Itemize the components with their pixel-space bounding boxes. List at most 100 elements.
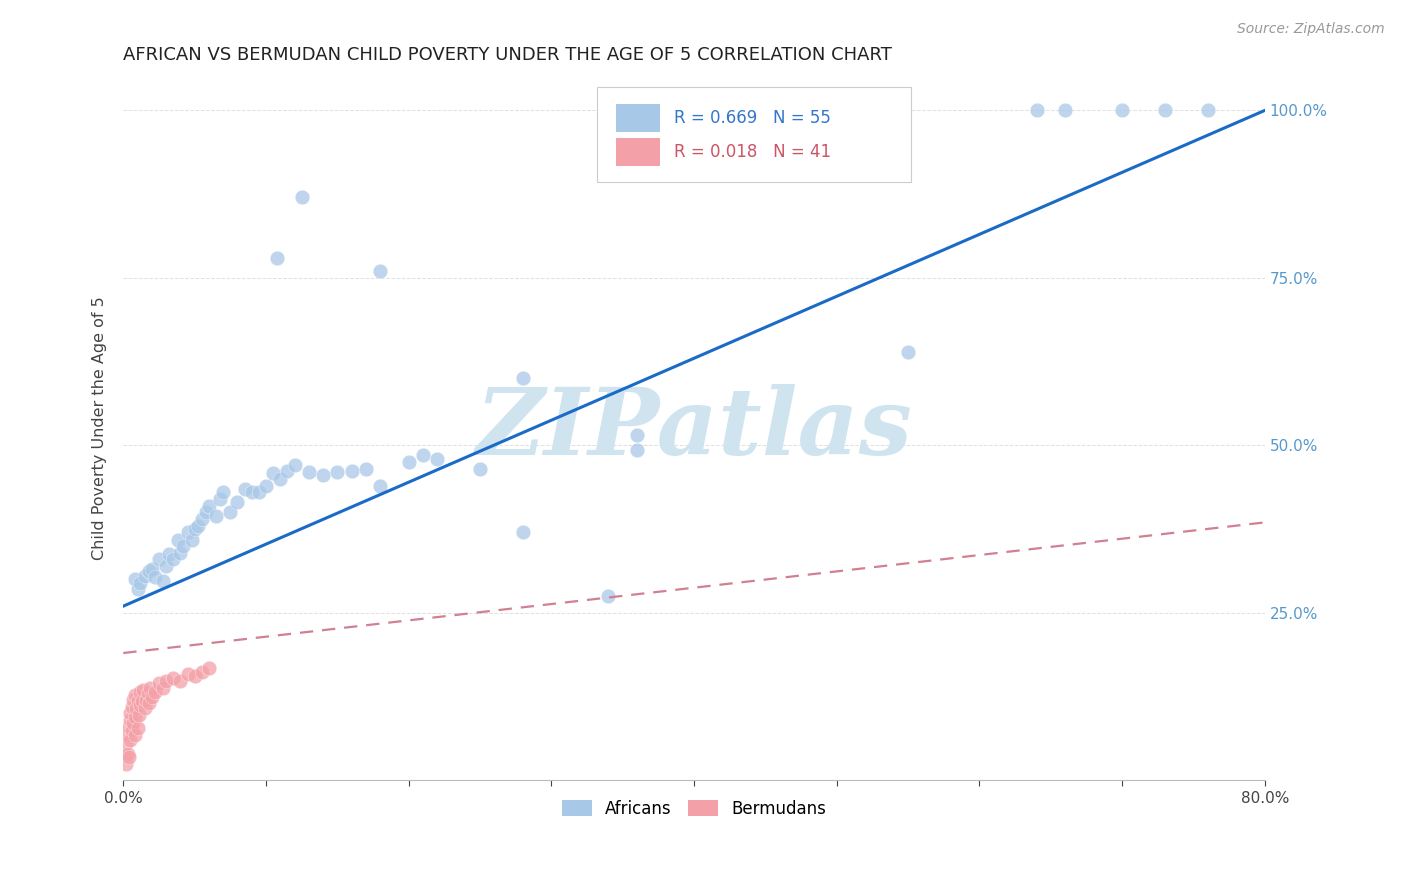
Point [626,443,648,458]
Point [129,575,152,590]
Point [121,723,143,737]
Point [120,706,142,721]
Point [129,698,152,713]
Point [269,472,291,486]
Point [298,465,321,479]
Point [233,482,256,496]
Point [117,728,139,742]
Point [212,485,235,500]
Point [134,701,156,715]
Point [166,533,188,548]
Point [138,564,160,578]
Point [122,716,145,731]
Point [135,693,157,707]
Point [162,672,184,686]
FancyBboxPatch shape [616,138,659,166]
Point [312,467,335,482]
Point [205,508,228,523]
Point [169,674,191,689]
FancyBboxPatch shape [616,103,659,132]
Text: AFRICAN VS BERMUDAN CHILD POVERTY UNDER THE AGE OF 5 CORRELATION CHART: AFRICAN VS BERMUDAN CHILD POVERTY UNDER … [124,46,893,64]
Point [512,525,534,540]
Point [412,449,434,463]
Point [138,696,160,710]
Point [127,694,149,708]
Text: ZIPatlas: ZIPatlas [475,384,912,474]
Point [326,465,349,479]
Text: R = 0.018   N = 41: R = 0.018 N = 41 [673,143,831,161]
Point [191,665,214,679]
Point [120,713,142,727]
Point [176,667,198,681]
Legend: Africans, Bermudans: Africans, Bermudans [555,793,834,825]
Point [117,747,139,761]
Point [180,533,202,548]
Point [118,749,141,764]
Point [283,458,305,473]
Point [155,558,177,573]
Point [143,570,166,584]
Point [198,499,221,513]
Point [626,428,648,442]
Point [120,733,142,747]
FancyBboxPatch shape [598,87,911,182]
Point [183,522,205,536]
Point [115,756,138,771]
Point [183,669,205,683]
Point [468,462,491,476]
Point [262,467,284,481]
Point [176,525,198,540]
Point [368,478,391,492]
Point [129,685,152,699]
Point [398,455,420,469]
Point [254,478,277,492]
Point [512,371,534,385]
Point [186,518,208,533]
Point [139,681,162,695]
Point [1197,103,1219,118]
Point [152,681,174,695]
Point [162,552,184,566]
Point [226,495,249,509]
Point [132,682,155,697]
Point [141,562,163,576]
Point [122,693,145,707]
Point [340,464,363,478]
Text: R = 0.669   N = 55: R = 0.669 N = 55 [673,109,831,127]
Point [426,451,449,466]
Point [121,699,143,714]
Point [1025,103,1047,118]
Point [291,190,314,204]
Point [368,264,391,278]
Y-axis label: Child Poverty Under the Age of 5: Child Poverty Under the Age of 5 [93,297,107,560]
Point [124,709,146,723]
Point [240,485,263,500]
Point [247,485,270,500]
Point [169,545,191,559]
Point [1111,103,1133,118]
Point [115,736,138,750]
Point [195,505,218,519]
Point [172,539,194,553]
Point [1054,103,1077,118]
Point [152,574,174,588]
Text: Source: ZipAtlas.com: Source: ZipAtlas.com [1237,22,1385,37]
Point [157,547,180,561]
Point [124,572,146,586]
Point [191,512,214,526]
Point [155,674,177,689]
Point [118,720,141,734]
Point [124,728,146,742]
Point [134,569,156,583]
Point [276,464,298,478]
Point [354,462,377,476]
Point [131,694,153,708]
Point [219,505,242,519]
Point [141,690,163,704]
Point [143,685,166,699]
Point [1154,103,1177,118]
Point [148,676,170,690]
Point [125,701,148,715]
Point [198,661,221,675]
Point [128,707,150,722]
